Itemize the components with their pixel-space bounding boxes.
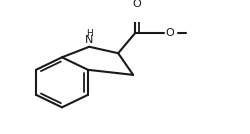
Text: O: O: [166, 28, 174, 38]
Text: H: H: [86, 29, 92, 38]
Text: O: O: [133, 0, 141, 9]
Text: N: N: [85, 35, 94, 45]
